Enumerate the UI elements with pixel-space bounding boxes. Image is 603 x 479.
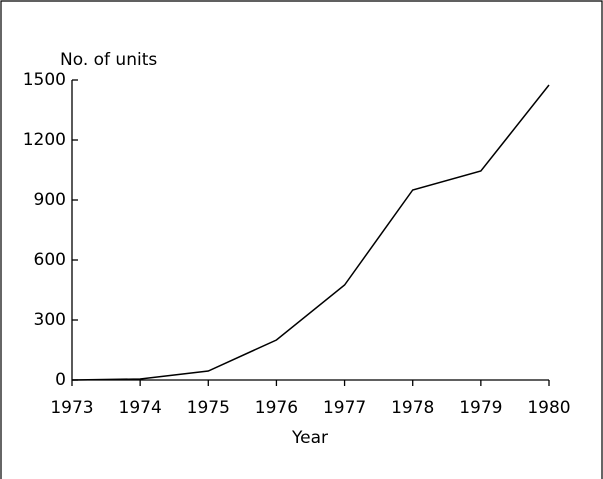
y-tick-label: 300 [34, 310, 66, 330]
y-tick-label: 0 [55, 370, 66, 390]
y-tick-label: 600 [34, 250, 66, 270]
x-axis-label: Year [291, 428, 328, 448]
x-tick-label: 1979 [459, 398, 502, 418]
line [71, 84, 550, 381]
y-axis-label: No. of units [60, 50, 157, 70]
y-tick-label: 1500 [23, 70, 66, 90]
x-tick-label: 1975 [187, 398, 230, 418]
x-tick-label: 1976 [255, 398, 298, 418]
x-tick-label: 1974 [119, 398, 162, 418]
x-tick-label: 1980 [527, 398, 570, 418]
y-tick-label: 1200 [23, 130, 66, 150]
y-tick-label: 900 [34, 190, 66, 210]
x-tick-label: 1977 [323, 398, 366, 418]
x-tick-label: 1973 [50, 398, 93, 418]
x-tick-label: 1978 [391, 398, 434, 418]
